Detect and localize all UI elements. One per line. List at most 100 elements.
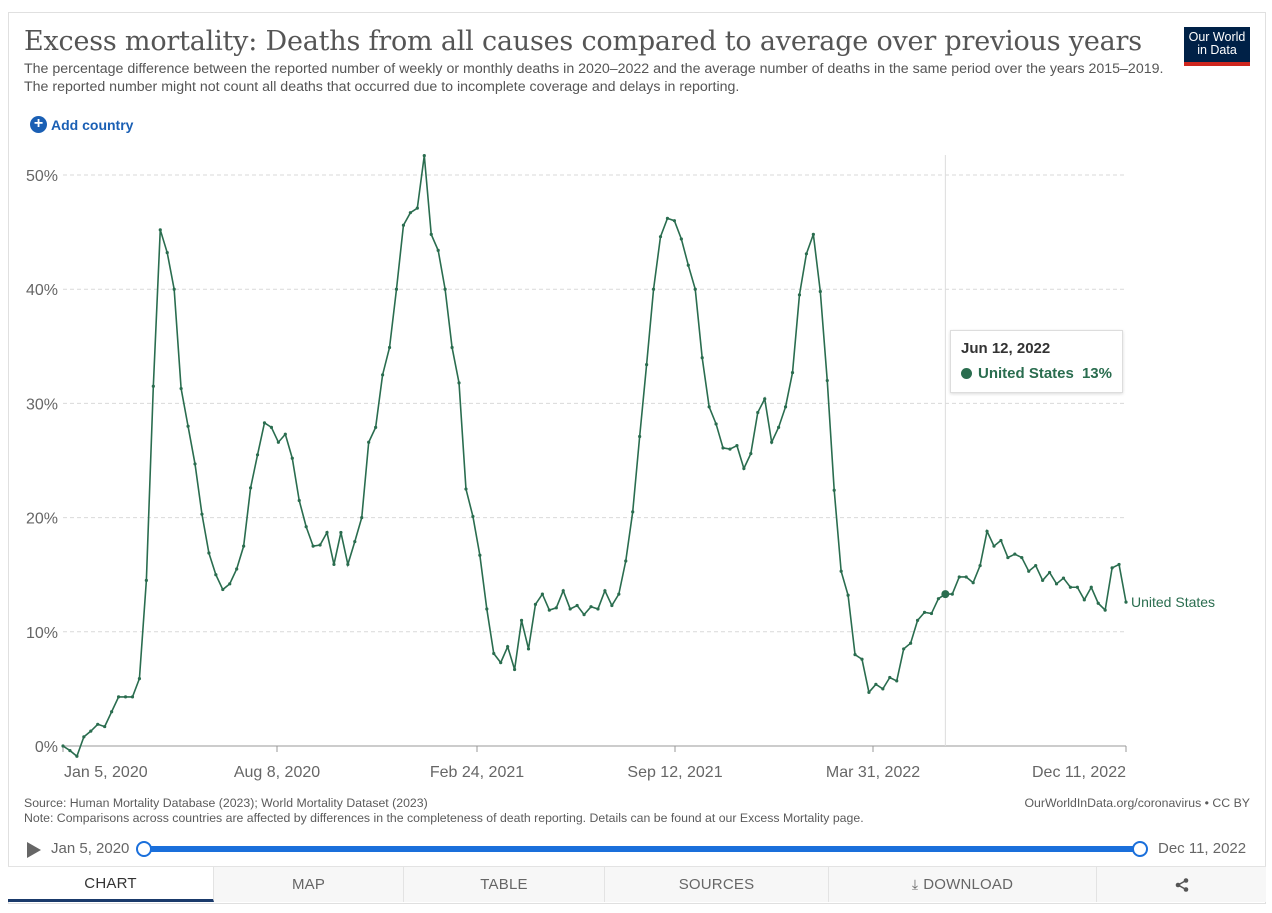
data-point — [825, 378, 829, 383]
data-point — [638, 434, 642, 439]
data-point — [749, 452, 753, 456]
data-point — [1082, 598, 1086, 602]
data-point — [1054, 582, 1059, 586]
data-point — [1047, 570, 1052, 575]
data-point — [846, 593, 850, 597]
data-point — [735, 444, 739, 448]
data-point — [874, 682, 878, 686]
source-text[interactable]: Source: Human Mortality Database (2023);… — [24, 796, 428, 810]
play-icon[interactable] — [27, 842, 41, 858]
tooltip-value: 13% — [1081, 365, 1112, 382]
series-label-united-states[interactable]: United States — [1131, 594, 1215, 610]
data-point — [811, 232, 815, 236]
data-point — [707, 405, 711, 409]
data-point — [276, 440, 280, 444]
data-point — [999, 538, 1003, 543]
credit-link[interactable]: OurWorldInData.org/coronavirus • CC BY — [1024, 796, 1250, 810]
note-text: Note: Comparisons across countries are a… — [24, 810, 864, 825]
data-point — [269, 425, 274, 429]
timeline-start-handle[interactable] — [136, 841, 152, 857]
tab-download[interactable]: ⤓ DOWNLOAD — [829, 867, 1097, 902]
data-point — [971, 581, 975, 585]
data-point — [513, 667, 517, 672]
tab-share[interactable] — [1097, 867, 1266, 902]
tab-map[interactable]: MAP — [214, 867, 404, 902]
x-tick-label: Sep 12, 2021 — [627, 764, 722, 781]
data-point — [902, 647, 906, 651]
data-point — [679, 237, 683, 241]
data-point — [895, 679, 899, 683]
timeline-end-handle[interactable] — [1132, 841, 1148, 857]
data-point — [422, 153, 426, 158]
tab-chart[interactable]: CHART — [8, 867, 214, 902]
timeline-slider[interactable]: Jan 5, 2020 Dec 11, 2022 — [24, 838, 1254, 860]
chart-title: Excess mortality: Deaths from all causes… — [24, 26, 1142, 57]
data-point — [214, 573, 218, 577]
data-point — [742, 466, 746, 471]
data-point — [832, 488, 836, 492]
hover-tooltip: Jun 12, 2022 United States 13% — [950, 330, 1123, 393]
x-tick-label: Mar 31, 2022 — [826, 764, 920, 781]
y-tick-label: 0% — [35, 739, 58, 756]
data-point — [1041, 578, 1045, 583]
data-point — [374, 425, 378, 429]
data-point — [888, 675, 892, 680]
timeline-track[interactable] — [144, 846, 1140, 852]
data-point — [242, 544, 246, 548]
data-point — [526, 647, 531, 651]
data-point — [818, 289, 822, 294]
logo-line-2: in Data — [1197, 43, 1237, 57]
data-point — [519, 618, 524, 622]
grid-lines — [63, 174, 1126, 633]
data-point — [700, 356, 704, 360]
x-tick-label: Feb 24, 2021 — [430, 764, 524, 781]
data-point — [89, 729, 93, 733]
add-country-label: Add country — [51, 116, 134, 133]
add-country-button[interactable]: + Add country — [30, 116, 133, 133]
data-point — [332, 562, 336, 567]
series-line-united-states[interactable] — [62, 155, 1127, 758]
source-note: Source: Human Mortality Database (2023);… — [24, 796, 864, 825]
data-point — [797, 293, 802, 297]
data-point — [367, 440, 371, 444]
data-point — [151, 384, 155, 388]
data-point — [658, 235, 663, 239]
data-point — [103, 724, 107, 729]
data-point — [401, 223, 406, 227]
data-point — [631, 510, 635, 514]
data-point — [200, 512, 204, 516]
data-point — [436, 248, 440, 252]
data-point — [957, 575, 961, 579]
data-point — [478, 553, 482, 557]
tab-sources[interactable]: SOURCES — [605, 867, 829, 902]
data-point — [1034, 563, 1038, 568]
data-point — [61, 744, 65, 748]
data-point — [123, 695, 128, 699]
data-point — [283, 432, 287, 436]
data-point — [360, 516, 364, 520]
data-point — [561, 589, 565, 593]
line-chart[interactable]: 0% 10% 20% 30% 40% 50% Jan 5, 2020 Aug 8, 2020… — [0, 140, 1272, 790]
data-point — [1110, 566, 1114, 570]
data-point — [318, 543, 322, 547]
data-point — [228, 582, 232, 586]
tooltip-row: United States 13% — [961, 365, 1112, 382]
tab-table[interactable]: TABLE — [404, 867, 605, 902]
data-point — [804, 252, 809, 256]
data-point — [1103, 608, 1107, 612]
data-point — [380, 373, 385, 377]
data-point — [915, 618, 920, 622]
data-point — [867, 690, 871, 694]
x-tick-label: Aug 8, 2020 — [234, 764, 320, 781]
data-point — [922, 610, 927, 614]
data-point — [596, 607, 600, 611]
data-point — [255, 453, 260, 457]
data-point — [193, 462, 197, 466]
data-point — [311, 544, 315, 548]
data-point — [165, 251, 169, 255]
data-point — [714, 422, 718, 426]
x-axis: Jan 5, 2020 Aug 8, 2020 Feb 24, 2021 Sep 12… — [62, 745, 1127, 781]
data-point — [860, 657, 864, 661]
owid-logo[interactable]: Our World in Data — [1184, 27, 1250, 66]
data-point — [297, 498, 301, 503]
